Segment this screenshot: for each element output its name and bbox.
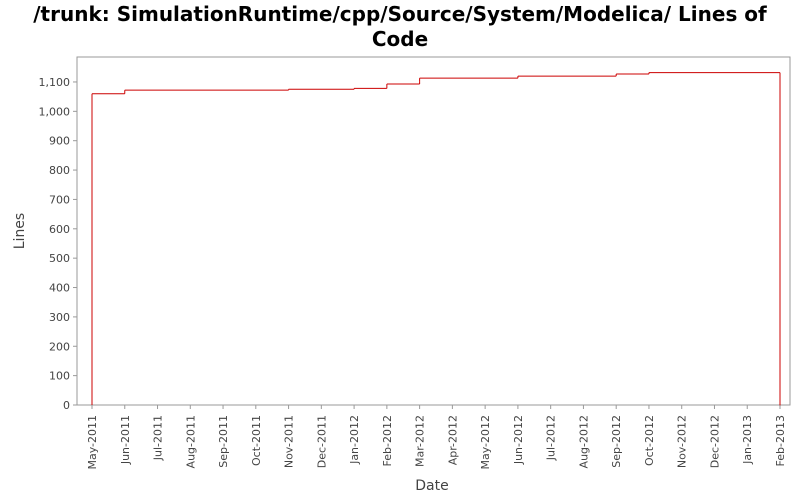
y-tick-label: 300	[49, 311, 70, 324]
y-tick-label: 400	[49, 282, 70, 295]
y-tick-label: 200	[49, 340, 70, 353]
x-tick-label: Jun-2012	[512, 415, 525, 465]
x-tick-label: May-2011	[86, 415, 99, 470]
y-tick-label: 700	[49, 193, 70, 206]
x-tick-label: Feb-2012	[381, 415, 394, 466]
x-tick-label: Sep-2012	[610, 415, 623, 468]
x-tick-label: Dec-2011	[315, 415, 328, 468]
x-tick-label: Aug-2012	[577, 415, 590, 468]
x-tick-label: Jun-2011	[119, 415, 132, 465]
y-axis-title: Lines	[12, 213, 28, 249]
plot-area	[76, 56, 791, 406]
y-tick-label: 600	[49, 223, 70, 236]
x-tick-label: Sep-2011	[217, 415, 230, 468]
x-tick-label: Jul-2012	[545, 415, 558, 461]
x-tick-label: Feb-2013	[774, 415, 787, 466]
chart-title: /trunk: SimulationRuntime/cpp/Source/Sys…	[33, 2, 767, 51]
y-tick-label: 900	[49, 135, 70, 148]
x-tick-label: Nov-2012	[676, 415, 689, 468]
x-tick-label: Oct-2012	[643, 415, 656, 466]
x-axis-title: Date	[415, 478, 448, 494]
x-tick-label: Jan-2012	[348, 415, 361, 465]
y-tick-label: 1,100	[39, 76, 71, 89]
x-tick-label: Aug-2011	[184, 415, 197, 468]
x-tick-label: Jul-2011	[152, 415, 165, 461]
x-tick-label: Nov-2011	[283, 415, 296, 468]
x-tick-label: May-2012	[479, 415, 492, 470]
y-tick-label: 1,000	[39, 105, 71, 118]
y-tick-label: 0	[63, 399, 70, 412]
step-end	[779, 404, 781, 406]
x-tick-label: Dec-2012	[708, 415, 721, 468]
y-tick-label: 800	[49, 164, 70, 177]
x-tick-label: Apr-2012	[446, 415, 459, 465]
x-tick-label: Jan-2013	[741, 415, 754, 465]
y-tick-label: 100	[49, 370, 70, 383]
x-tick-label: Oct-2011	[250, 415, 263, 466]
y-tick-label: 500	[49, 252, 70, 265]
x-tick-label: Mar-2012	[414, 415, 427, 467]
